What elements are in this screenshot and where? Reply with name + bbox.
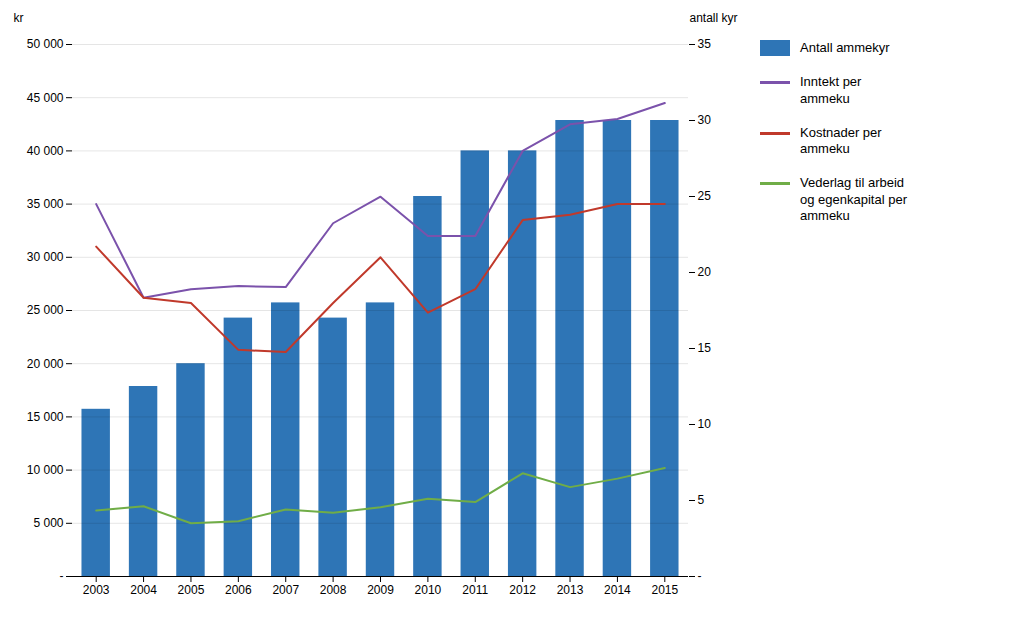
svg-text:2004: 2004 [130, 583, 157, 597]
svg-text:5 000: 5 000 [33, 516, 63, 530]
svg-text:40 000: 40 000 [27, 144, 64, 158]
svg-text:20 000: 20 000 [27, 357, 64, 371]
svg-text:2012: 2012 [509, 583, 536, 597]
svg-text:-: - [60, 569, 64, 583]
svg-text:2006: 2006 [225, 583, 252, 597]
svg-text:2015: 2015 [651, 583, 678, 597]
html-text:Vederlag til arbeid og egenkap: Vederlag til arbeid og egenkapital per a… [800, 175, 907, 223]
svg-text:2003: 2003 [83, 583, 110, 597]
svg-text:5: 5 [698, 493, 705, 507]
svg-text:35 000: 35 000 [27, 197, 64, 211]
svg-text:-: - [698, 569, 702, 583]
svg-text:2014: 2014 [604, 583, 631, 597]
html-text:Kostnader per ammeku: Kostnader per ammeku [800, 124, 882, 156]
svg-text:10: 10 [698, 417, 712, 431]
svg-text:25: 25 [698, 189, 712, 203]
svg-text:2009: 2009 [367, 583, 394, 597]
svg-text:30 000: 30 000 [27, 250, 64, 264]
svg-text:15 000: 15 000 [27, 410, 64, 424]
svg-text:45 000: 45 000 [27, 91, 64, 105]
svg-text:20: 20 [698, 265, 712, 279]
svg-text:2007: 2007 [272, 583, 299, 597]
svg-text:2008: 2008 [320, 583, 347, 597]
svg-text:kr: kr [14, 11, 24, 25]
svg-text:10 000: 10 000 [27, 463, 64, 477]
svg-text:2005: 2005 [178, 583, 205, 597]
svg-text:50 000: 50 000 [27, 37, 64, 51]
svg-text:antall kyr: antall kyr [689, 11, 737, 25]
svg-text:2010: 2010 [415, 583, 442, 597]
svg-text:15: 15 [698, 341, 712, 355]
html-text:Inntekt per ammeku: Inntekt per ammeku [800, 74, 862, 106]
svg-text:2011: 2011 [462, 583, 488, 597]
svg-text:35: 35 [698, 37, 712, 51]
svg-text:30: 30 [698, 113, 712, 127]
svg-text:2013: 2013 [557, 583, 584, 597]
svg-text:25 000: 25 000 [27, 303, 64, 317]
html-text:Antall ammekyr: Antall ammekyr [800, 40, 890, 55]
